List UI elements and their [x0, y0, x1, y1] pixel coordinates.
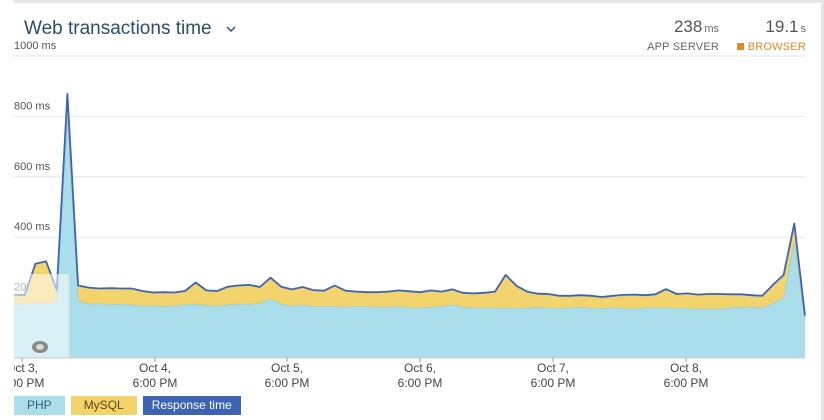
- browser-metric[interactable]: 19.1 s BROWSER: [736, 17, 807, 53]
- chart-legend: PHP MySQL Response time: [14, 396, 241, 415]
- y-tick-label: 400 ms: [14, 221, 51, 233]
- x-tick-label-time: 6:00 PM: [664, 376, 709, 390]
- y-tick-label: 1000 ms: [14, 40, 57, 52]
- legend-response-time[interactable]: Response time: [142, 396, 241, 415]
- top-border: [0, 0, 824, 3]
- chart-header[interactable]: Web transactions time: [24, 18, 238, 40]
- chevron-down-icon[interactable]: [224, 22, 238, 36]
- php-line: [13, 116, 806, 322]
- x-tick-label-time: 6:00 PM: [531, 376, 576, 390]
- legend-mysql[interactable]: MySQL: [70, 396, 137, 415]
- left-mask: [0, 0, 14, 396]
- right-border: [821, 0, 824, 420]
- browser-label: BROWSER: [747, 41, 806, 53]
- app-server-unit: ms: [704, 23, 719, 35]
- x-tick-label-date: Oct 7,: [537, 361, 569, 375]
- y-tick-label: 800 ms: [14, 100, 51, 112]
- php-area: [14, 116, 805, 359]
- range-handle-icon[interactable]: [32, 341, 48, 353]
- handle-inner: [36, 344, 44, 350]
- legend-php[interactable]: PHP: [14, 396, 65, 415]
- x-tick-label-date: Oct 8,: [670, 361, 702, 375]
- chart-title: Web transactions time: [24, 18, 212, 39]
- y-tick-label: 600 ms: [14, 161, 51, 173]
- x-tick-label-time: 6:00 PM: [398, 376, 443, 390]
- x-tick-label-date: Oct 6,: [404, 361, 436, 375]
- response-time-line: [13, 92, 806, 316]
- browser-square-icon: [736, 42, 744, 50]
- app-server-label: APP SERVER: [647, 41, 719, 53]
- browser-unit: s: [800, 23, 807, 35]
- app-server-metric[interactable]: 238 ms APP SERVER: [647, 17, 719, 53]
- x-tick-label-time: 6:00 PM: [133, 376, 178, 390]
- x-tick-label-time: 6:00 PM: [265, 376, 310, 390]
- x-tick-label-date: Oct 5,: [271, 361, 303, 375]
- browser-value: 19.1: [765, 17, 799, 36]
- app-server-value: 238: [673, 17, 703, 36]
- mysql-area: [14, 93, 805, 359]
- x-tick-label-date: Oct 4,: [139, 361, 171, 375]
